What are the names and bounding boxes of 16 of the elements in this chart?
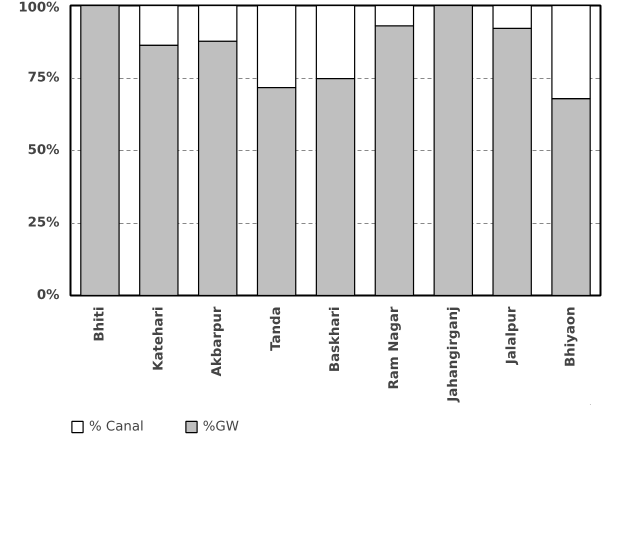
legend-label: % Canal <box>89 419 144 434</box>
y-tick-label: 25% <box>28 216 60 230</box>
y-tick-label: 0% <box>36 288 60 303</box>
x-tick-label: Bhiyaon <box>564 306 579 368</box>
y-tick-label: 75% <box>28 70 60 86</box>
y-tick-label: 100% <box>18 0 60 16</box>
x-tick-label: Jalalpur <box>504 306 520 366</box>
x-tick-label: Katehari <box>151 306 166 371</box>
x-tick-label: Bhiti <box>92 306 108 342</box>
x-tick-label: Ram Nagar <box>386 306 402 390</box>
x-tick-label: Baskhari <box>328 306 343 372</box>
legend-label: %GW <box>202 419 239 434</box>
x-tick-label: Akbarpur <box>210 306 226 376</box>
y-tick-label: 50% <box>28 143 60 158</box>
x-tick-label: Tanda <box>269 306 284 351</box>
x-tick-label: Jahangirganj <box>446 306 461 403</box>
